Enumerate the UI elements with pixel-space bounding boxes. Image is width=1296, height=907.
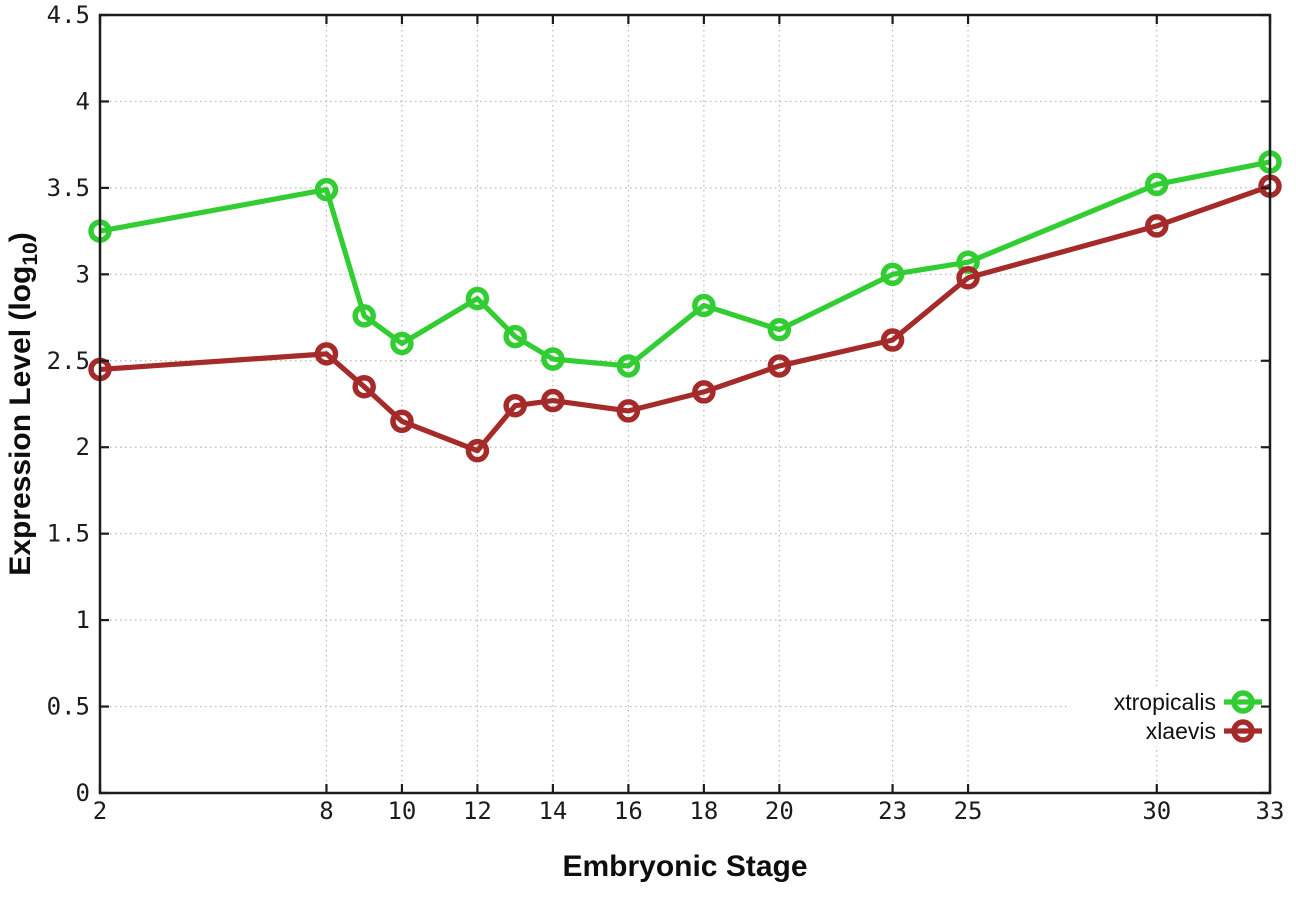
data-point-xtropicalis: [503, 324, 527, 349]
data-point-xlaevis: [956, 266, 980, 290]
x-tick-label: 14: [538, 797, 567, 825]
data-point-xtropicalis: [616, 354, 641, 378]
data-point-xlaevis: [1145, 214, 1169, 238]
x-tick-label: 2: [93, 797, 107, 825]
x-tick-label: 30: [1142, 797, 1171, 825]
tick-marks: [98, 13, 1272, 795]
x-axis-title: Embryonic Stage: [562, 850, 807, 883]
y-axis-title: Expression Level (log10): [4, 232, 42, 575]
legend-item-xlaevis: xlaevis: [1146, 718, 1262, 744]
x-tick-label: 16: [614, 797, 643, 825]
legend-item-xtropicalis: xtropicalis: [1114, 689, 1262, 715]
y-tick-label: 1.5: [47, 520, 90, 548]
data-point-xlaevis: [880, 328, 905, 352]
plot-border: [98, 13, 1272, 795]
data-point-xlaevis: [616, 399, 641, 423]
legend-label: xlaevis: [1146, 718, 1216, 744]
data-point-xtropicalis: [352, 304, 376, 328]
grid: [100, 15, 1270, 793]
y-tick-label: 4: [76, 87, 90, 115]
data-point-xtropicalis: [465, 286, 490, 311]
data-point-xtropicalis: [390, 331, 414, 356]
legend-sample-marker: [1231, 690, 1255, 714]
y-tick-label: 4.5: [47, 1, 90, 29]
data-point-xtropicalis: [880, 262, 905, 287]
y-tick-labels: 0 0.5 1 1.5 2 2.5 3 3.5 4 4.5: [47, 1, 90, 807]
x-tick-label: 12: [463, 797, 492, 825]
data-point-xlaevis: [390, 409, 414, 434]
y-tick-label: 0.5: [47, 693, 90, 721]
x-tick-label: 33: [1256, 797, 1285, 825]
legend-label: xtropicalis: [1114, 689, 1216, 715]
data-point-xlaevis: [314, 342, 339, 366]
y-tick-label: 2.5: [47, 347, 90, 375]
y-tick-label: 3: [76, 260, 90, 288]
data-point-xlaevis: [692, 380, 716, 404]
data-point-xlaevis: [465, 438, 490, 463]
legend: xtropicalis xlaevis: [1114, 689, 1262, 744]
x-tick-labels: 2 8 10 12 14 16 18 20 23 25 30 33: [93, 797, 1285, 825]
x-tick-label: 23: [878, 797, 907, 825]
data-point-xlaevis: [541, 388, 565, 413]
data-point-xlaevis: [767, 354, 792, 378]
data-point-xtropicalis: [1145, 172, 1169, 197]
x-tick-label: 25: [954, 797, 983, 825]
y-tick-label: 1: [76, 606, 90, 634]
data-point-xtropicalis: [692, 293, 716, 318]
legend-sample-marker: [1231, 719, 1255, 743]
x-tick-label: 20: [765, 797, 794, 825]
series-xtropicalis: [88, 150, 1282, 378]
x-tick-label: 18: [689, 797, 718, 825]
x-tick-label: 10: [387, 797, 416, 825]
y-tick-label: 3.5: [47, 174, 90, 202]
data-point-xlaevis: [503, 393, 527, 418]
series-xlaevis: [88, 174, 1282, 463]
y-tick-label: 2: [76, 433, 90, 461]
y-tick-label: 0: [76, 779, 90, 807]
data-point-xtropicalis: [767, 317, 792, 342]
x-tick-label: 8: [319, 797, 333, 825]
data-point-xtropicalis: [314, 177, 339, 202]
data-point-xlaevis: [352, 374, 376, 399]
data-point-xtropicalis: [541, 347, 565, 371]
